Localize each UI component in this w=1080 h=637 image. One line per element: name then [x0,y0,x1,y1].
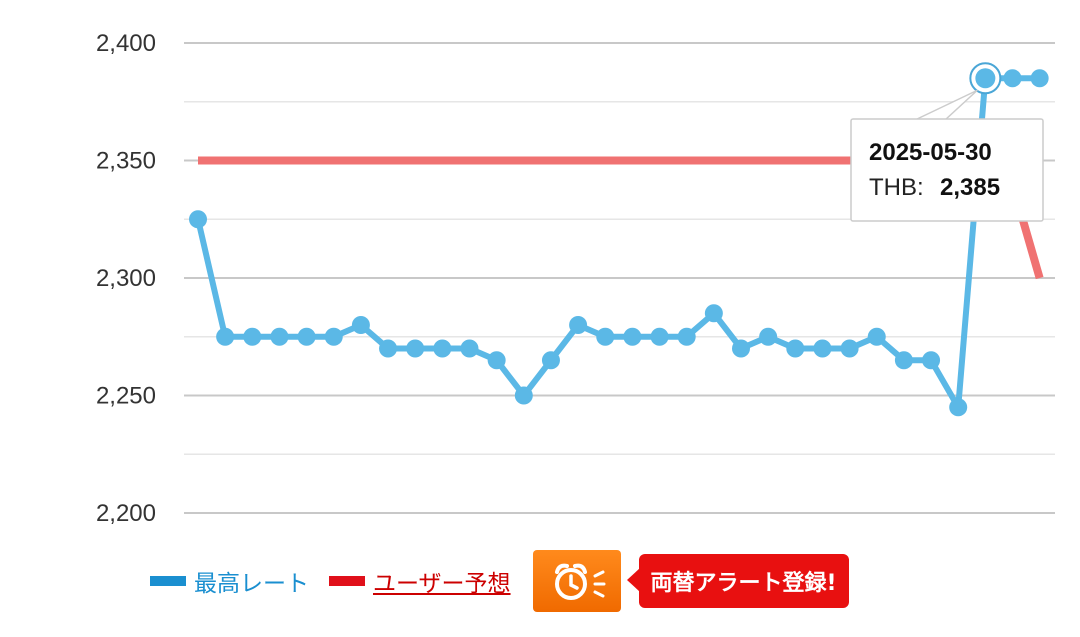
data-point [677,327,696,346]
exchange-rate-chart: 2,200 2,250 2,300 2,350 2,400 2025-05-30 THB… [96,30,1055,527]
y-tick-label: 2,250 [96,383,156,410]
y-tick-label: 2,350 [96,148,156,175]
data-point [216,327,235,346]
tooltip-date: 2025-05-30 [869,139,992,166]
y-tick-label: 2,400 [96,30,156,57]
alarm-clock-icon [532,550,621,612]
alert-label-wrap: 両替アラート登録! [626,554,849,608]
y-tick-label: 2,300 [96,265,156,292]
data-point [460,339,479,358]
data-point [243,327,262,346]
data-point [840,339,859,358]
alert-arrow [626,568,640,592]
legend-item-user-forecast[interactable]: ユーザー予想 [329,564,511,598]
data-point [541,351,560,370]
data-point [433,339,452,358]
data-point [867,327,886,346]
data-point [623,327,642,346]
data-points [189,62,1049,417]
legend-label-max-rate: 最高レート [194,571,309,597]
data-point [650,327,669,346]
alert-button-label: 両替アラート登録! [638,554,849,608]
data-point [894,351,913,370]
legend-item-max-rate[interactable]: 最高レート [150,564,309,598]
data-point [406,339,425,358]
data-point [351,316,370,334]
legend: 最高レート ユーザー予想 両替アラート登録! [150,550,849,612]
y-axis-tick-labels: 2,200 2,250 2,300 2,350 2,400 [96,30,156,527]
data-point [270,327,289,346]
highlighted-point [975,68,996,89]
data-point [324,327,343,346]
data-point [786,339,805,358]
tooltip-value: 2,385 [940,174,1000,201]
data-point [487,351,506,370]
tooltip: 2025-05-30 THB: 2,385 [850,89,1044,222]
data-point [596,327,615,346]
tooltip-box [850,118,1044,222]
exchange-alert-button[interactable]: 両替アラート登録! [532,550,849,612]
legend-swatch-user-forecast [329,576,365,586]
data-point [732,339,750,358]
tooltip-series-label: THB: [869,174,924,201]
legend-swatch-max-rate [150,576,186,586]
grid-lines [184,42,1055,514]
data-point [704,304,723,323]
data-point [759,327,778,346]
data-point [569,316,588,334]
data-point [949,398,968,417]
user-forecast-link[interactable]: ユーザー予想 [373,571,511,597]
data-point [379,339,398,358]
data-point [813,339,832,358]
data-point [922,351,941,370]
data-point [189,210,207,229]
data-point [1030,69,1049,88]
y-tick-label: 2,200 [96,500,156,527]
data-point [297,327,316,346]
tooltip-pointer [914,89,978,121]
data-point [514,386,533,405]
data-point [1003,69,1022,88]
